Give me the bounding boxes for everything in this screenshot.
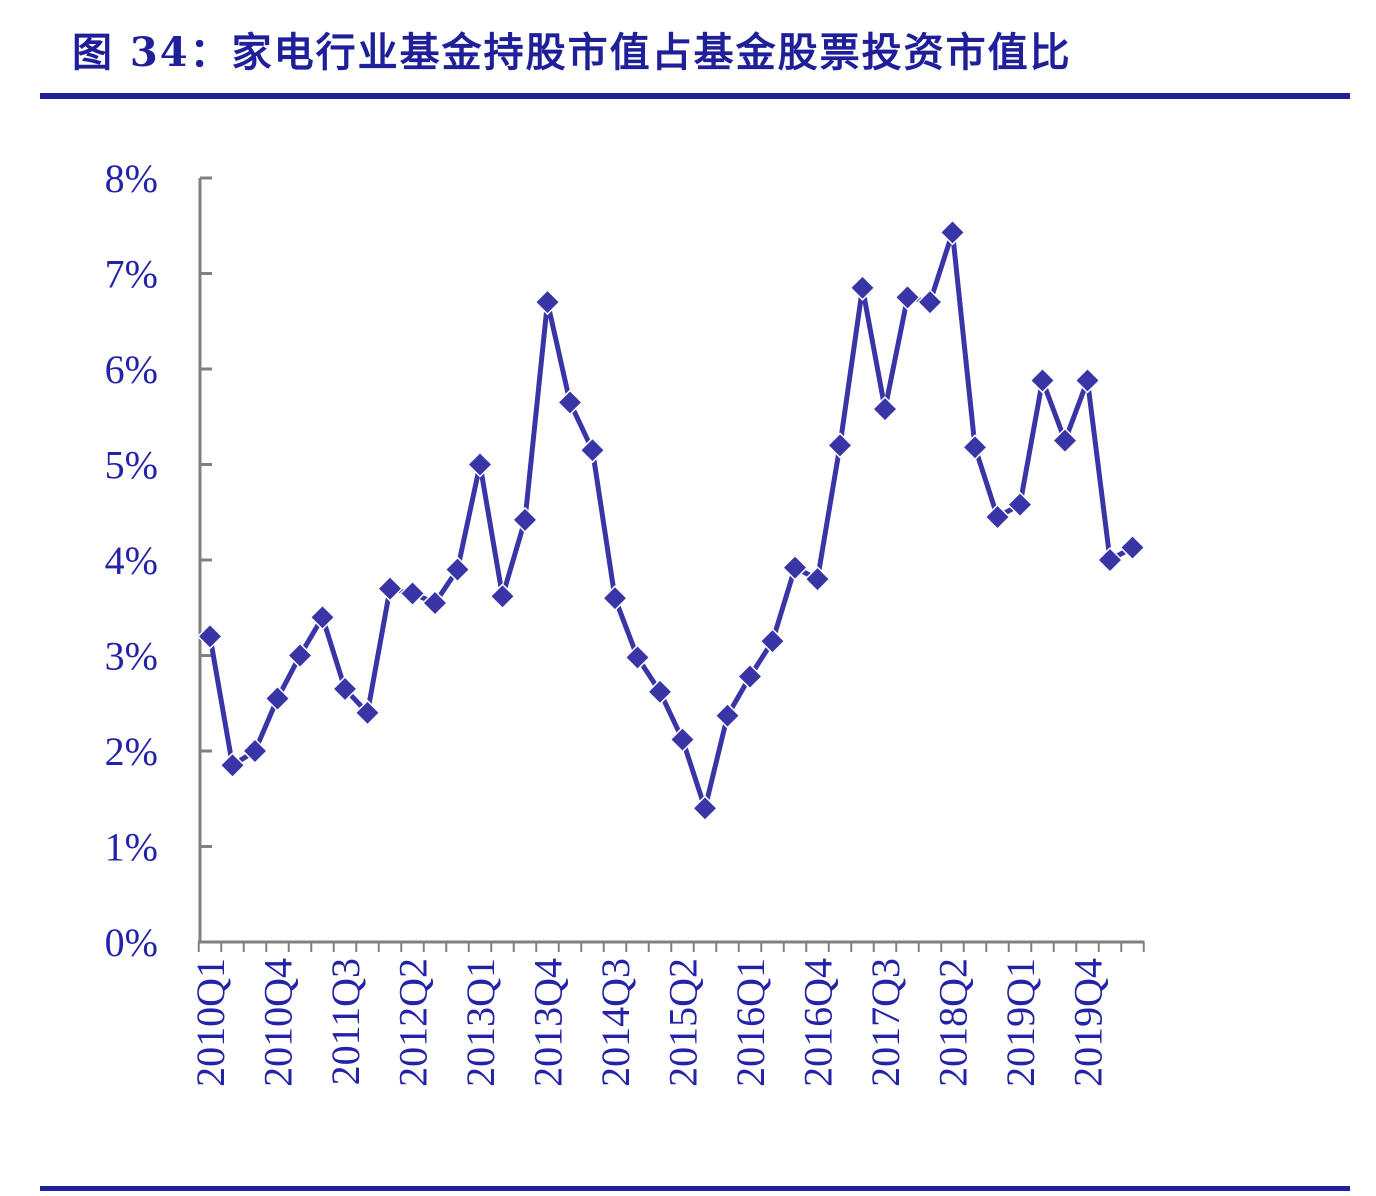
chart-title: 图 34：家电行业基金持股市值占基金股票投资市值比 [72,29,1072,76]
series-group [196,219,1146,822]
data-point [916,289,944,316]
data-point [444,556,471,583]
data-point [624,644,651,671]
y-tick-label: 6% [105,347,158,392]
x-tick-label: 2016Q4 [796,958,841,1087]
data-point [1096,546,1124,574]
data-point [376,575,404,602]
data-point [354,699,381,726]
footer-divider [40,1186,1350,1191]
data-point [939,219,966,246]
data-point [669,726,696,753]
y-axis-ticks: 0% 1% 2% 3% 4% 5% 6% 7% 8% [105,156,212,965]
x-tick-label: 2015Q2 [661,958,706,1087]
data-point [466,451,494,478]
y-tick-label: 4% [105,538,158,583]
data-point [1006,491,1034,518]
x-tick-label: 2019Q1 [998,958,1043,1087]
data-point [714,702,741,729]
y-tick-label: 0% [105,920,158,965]
data-point [534,289,561,316]
data-point [646,678,674,705]
data-point [264,685,291,712]
x-tick-label: 2017Q3 [863,958,908,1087]
chart-axes [198,178,1145,944]
data-point [849,274,876,301]
x-tick-label: 2013Q1 [458,958,503,1087]
x-tick-label: 2010Q4 [256,958,301,1087]
data-point [736,663,764,690]
data-point [871,396,899,423]
data-point [421,589,449,617]
y-tick-label: 2% [105,729,158,774]
title-divider [40,93,1350,99]
y-tick-label: 7% [105,252,158,297]
data-point [399,580,426,607]
data-point [804,566,831,593]
x-tick-label: 2013Q4 [526,958,571,1087]
data-point [286,642,314,669]
x-tick-label: 2016Q1 [728,958,773,1087]
data-point [219,752,246,779]
data-point [241,737,269,765]
data-point [894,284,921,311]
data-point [331,675,359,702]
y-tick-label: 5% [105,443,158,488]
data-point [984,503,1011,531]
data-point [196,623,224,650]
x-tick-label: 2014Q3 [593,958,638,1087]
data-point [1029,367,1056,394]
x-tick-label: 2010Q1 [188,958,233,1087]
data-point [601,585,629,612]
data-point [961,434,989,461]
data-point [511,506,539,533]
y-tick-label: 1% [105,825,158,870]
data-point [1119,534,1146,561]
data-point [691,795,719,822]
data-point [826,432,854,459]
data-point [309,604,336,631]
data-point [489,583,516,610]
data-point [1051,427,1079,454]
x-tick-label: 2011Q3 [323,958,368,1085]
data-point [556,389,584,416]
x-tick-label: 2018Q2 [931,958,976,1087]
x-axis-ticks: 2010Q1 2010Q4 2011Q3 2012Q2 2013Q1 2013Q4 2014… [188,942,1145,1087]
data-point [1074,367,1101,394]
y-tick-label: 8% [105,156,158,201]
data-point [759,628,786,655]
data-point [781,554,809,581]
x-tick-label: 2012Q2 [391,958,436,1087]
y-tick-label: 3% [105,634,158,679]
x-tick-label: 2019Q4 [1066,958,1111,1087]
data-point [579,437,606,464]
